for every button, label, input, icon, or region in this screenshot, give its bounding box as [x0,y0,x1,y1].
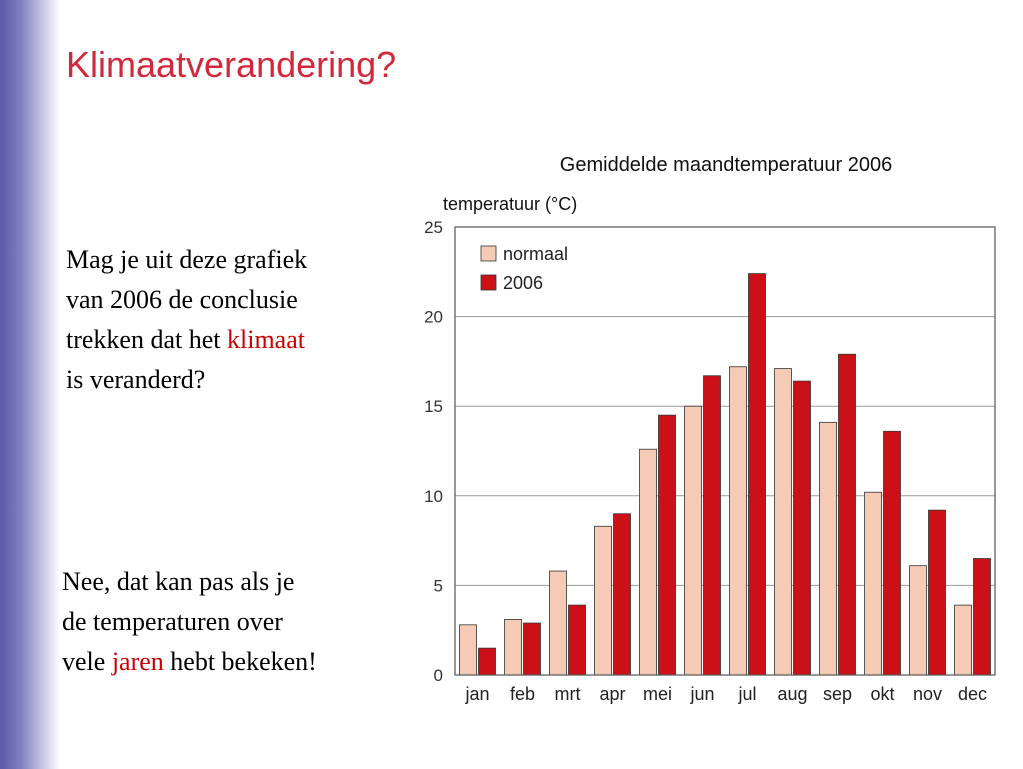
x-tick-label: okt [870,684,894,704]
answer-line-2: de temperaturen over [62,607,283,636]
y-tick-label: 15 [424,397,443,416]
answer-line-3-end: hebt bekeken! [163,647,317,676]
bar-2006-mei [658,414,676,676]
answer-text: Nee, dat kan pas als je de temperaturen … [62,562,317,682]
bar-2006-aug [793,380,811,676]
question-line-2: van 2006 de conclusie [66,285,298,314]
bar-2006-apr [613,513,631,676]
x-tick-label: jul [737,684,756,704]
legend: normaal 2006 [480,244,568,293]
bars [459,273,991,676]
decorative-side-band [0,0,60,769]
bar-2006-jul [748,273,766,676]
temperature-chart: Gemiddelde maandtemperatuur 2006 tempera… [415,145,1000,707]
chart-title: Gemiddelde maandtemperatuur 2006 [560,154,892,176]
answer-highlight: jaren [111,647,164,676]
y-tick-label: 20 [424,308,443,327]
question-line-3: trekken dat het [66,325,227,354]
bar-normaal-jul [729,366,747,676]
y-tick-labels: 0 5 10 15 20 25 [424,218,443,685]
x-tick-label: mrt [555,684,581,704]
bar-2006-jun [703,375,721,676]
bar-2006-nov [928,509,946,676]
bar-2006-dec [973,558,991,676]
legend-label: normaal [503,244,568,264]
y-axis-label: temperatuur (°C) [443,194,577,214]
chart-svg: Gemiddelde maandtemperatuur 2006 tempera… [415,145,1000,707]
x-tick-labels: jan feb mrt apr mei jun jul aug sep okt nov dec [464,684,987,704]
bar-normaal-mrt [549,570,567,676]
bar-normaal-apr [594,525,612,676]
plot-frame [454,226,996,676]
bar-normaal-jun [684,405,702,676]
bar-2006-okt [883,430,901,676]
x-tick-label: aug [777,684,807,704]
bar-normaal-aug [774,368,792,676]
bar-2006-jan [478,647,496,676]
y-tick-label: 0 [434,666,443,685]
bar-2006-mrt [568,604,586,676]
legend-label: 2006 [503,273,543,293]
bar-normaal-dec [954,604,972,676]
x-tick-label: apr [599,684,625,704]
bar-normaal-mei [639,448,657,676]
y-tick-label: 10 [424,487,443,506]
answer-line-1: Nee, dat kan pas als je [62,567,295,596]
bar-2006-feb [523,622,541,676]
bar-normaal-feb [504,619,522,676]
legend-swatch-normaal [480,245,497,262]
x-tick-label: sep [823,684,852,704]
question-highlight: klimaat [227,325,305,354]
bar-normaal-sep [819,421,837,676]
bar-normaal-jan [459,624,477,676]
answer-line-3-start: vele [62,647,112,676]
question-text: Mag je uit deze grafiek van 2006 de conc… [66,240,307,400]
legend-swatch-2006 [480,274,497,291]
x-tick-label: mei [643,684,672,704]
question-line-4: is veranderd? [66,365,206,394]
slide-title: Klimaatverandering? [66,44,397,85]
x-tick-label: nov [913,684,942,704]
x-tick-label: dec [958,684,987,704]
y-tick-label: 25 [424,218,443,237]
bar-2006-sep [838,353,856,676]
bar-normaal-nov [909,565,927,676]
x-tick-label: jan [464,684,489,704]
x-tick-label: jun [689,684,714,704]
x-tick-label: feb [510,684,535,704]
bar-normaal-okt [864,491,882,676]
y-tick-label: 5 [434,576,443,595]
question-line-1: Mag je uit deze grafiek [66,245,308,274]
